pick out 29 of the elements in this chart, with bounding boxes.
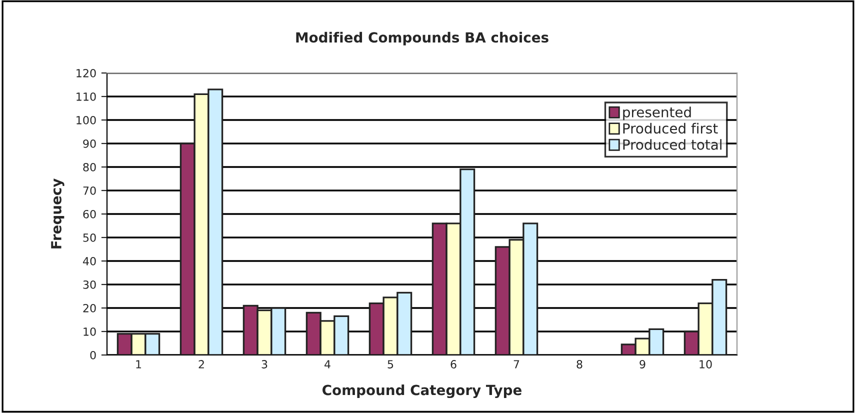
x-tick-label: 7 — [514, 360, 520, 368]
x-axis-title: Compound Category Type — [322, 384, 522, 398]
x-tick-label: 5 — [388, 360, 394, 368]
legend-label: Produced first — [623, 122, 718, 134]
x-tick-label: 1 — [136, 360, 142, 368]
x-tick-label: 4 — [324, 360, 330, 368]
y-tick-label: 120 — [76, 68, 96, 78]
legend-label: presented — [623, 106, 691, 120]
x-tick-label: 3 — [262, 360, 268, 368]
legend-label: Produced total — [623, 139, 722, 150]
x-tick-label: 8 — [576, 360, 582, 368]
y-tick-label: 60 — [83, 210, 96, 218]
y-axis-title: Frequecy — [51, 178, 64, 248]
y-tick-label: 10 — [84, 327, 96, 336]
y-tick-label: 100 — [76, 116, 96, 124]
x-tick-label: 10 — [700, 360, 712, 368]
y-tick-label: 80 — [83, 162, 96, 172]
x-tick-label: 6 — [450, 360, 456, 368]
y-tick-label: 50 — [83, 233, 96, 242]
y-tick-label: 40 — [82, 256, 96, 266]
y-tick-label: 30 — [83, 280, 96, 289]
x-tick-label: 9 — [640, 360, 646, 368]
y-tick-label: 0 — [90, 350, 96, 360]
y-tick-label: 70 — [83, 186, 96, 195]
x-tick-label: 2 — [198, 360, 204, 368]
chart-title: Modified Compounds BA choices — [296, 32, 548, 46]
y-tick-label: 90 — [83, 139, 96, 148]
y-tick-label: 20 — [83, 304, 96, 312]
y-tick-label: 110 — [76, 92, 96, 101]
